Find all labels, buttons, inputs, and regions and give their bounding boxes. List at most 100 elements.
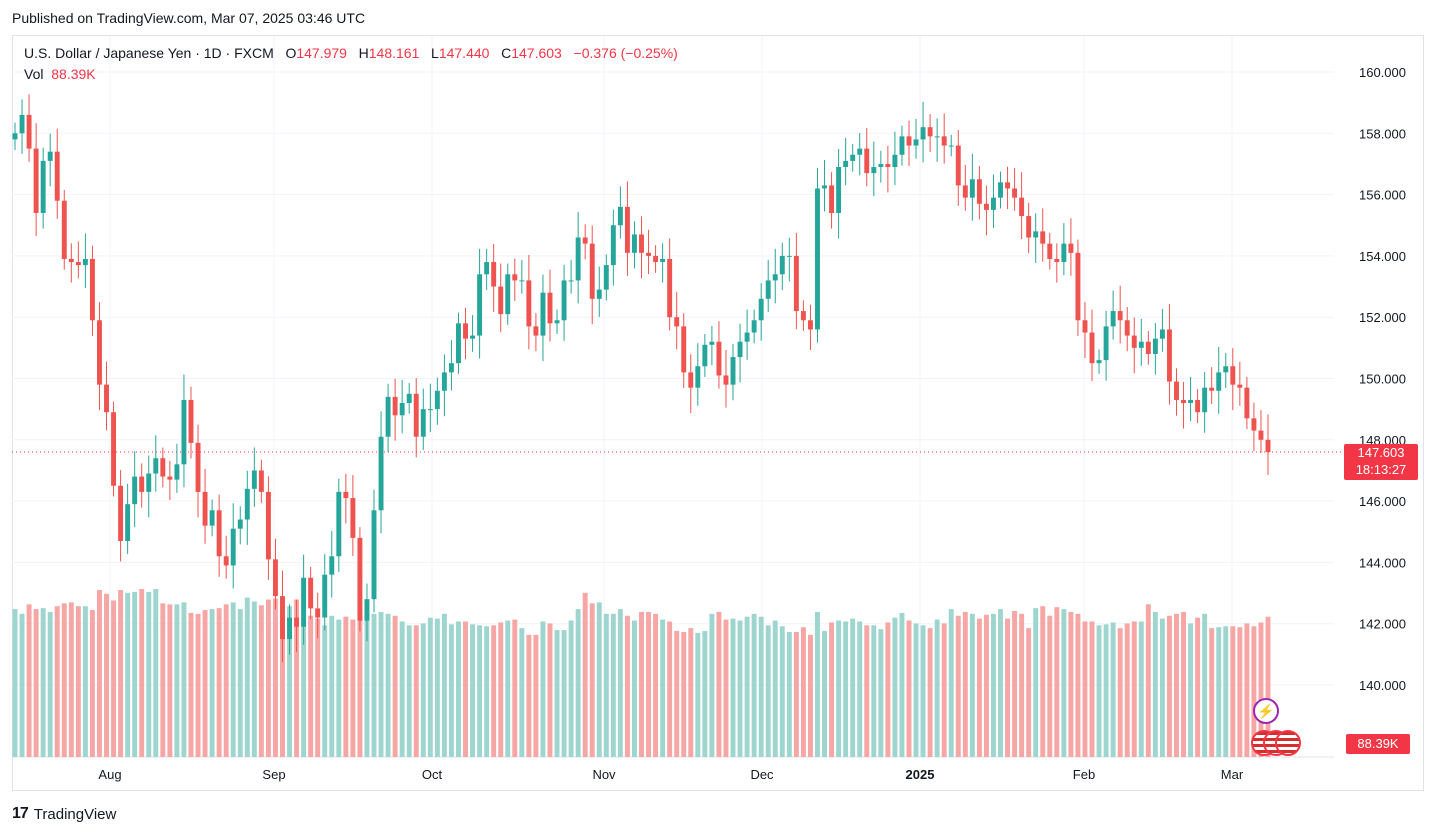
volume-bar [265, 599, 271, 757]
candle-body [1096, 360, 1102, 364]
volume-bar [533, 634, 539, 757]
y-tick-label: 152.000 [1359, 310, 1406, 325]
candle-body [878, 163, 884, 168]
volume-bar [188, 612, 194, 757]
candle-body [1237, 384, 1243, 388]
volume-bar [519, 628, 525, 757]
volume-bar [1005, 618, 1011, 757]
volume-bar [1103, 624, 1109, 757]
candle-body [153, 458, 159, 474]
volume-bar [758, 616, 764, 757]
volume-bar [54, 606, 60, 757]
volume-bar [33, 609, 39, 757]
volume-bar [287, 606, 292, 757]
candle-body [1005, 182, 1011, 189]
high-label: H [358, 45, 369, 61]
candle-body [1047, 243, 1053, 259]
candle-body [40, 160, 46, 213]
volume-bar [160, 603, 166, 757]
volume-bar [97, 590, 102, 757]
candle-body [1174, 381, 1179, 400]
y-tick-label: 156.000 [1359, 188, 1406, 203]
candle-body [885, 163, 891, 168]
candle-body [617, 206, 623, 226]
candle-body [899, 136, 905, 155]
candle-body [139, 476, 145, 492]
volume-bar [1054, 607, 1060, 757]
volume-bar [1110, 622, 1116, 757]
us-flag-icon[interactable] [1275, 730, 1301, 756]
volume-bar [716, 611, 722, 757]
volume-bar [596, 602, 602, 757]
candle-body [308, 577, 314, 609]
volume-bar [948, 609, 954, 757]
candle-body [1251, 418, 1257, 431]
candle-body [596, 289, 602, 299]
open-value: 147.979 [296, 45, 347, 61]
volume-bar [181, 602, 187, 757]
candle-body [1209, 387, 1215, 391]
candle-body [730, 357, 736, 385]
volume-bar [378, 611, 384, 757]
symbol-title: U.S. Dollar / Japanese Yen · 1D · FXCM [24, 45, 274, 61]
candle-body [575, 237, 581, 281]
candle-body [920, 127, 926, 140]
volume-bar [512, 619, 518, 757]
candle-body [209, 510, 215, 526]
candle-body [850, 154, 856, 161]
volume-bar [1138, 621, 1144, 757]
candle-body [1230, 366, 1236, 385]
volume-bar [1244, 623, 1250, 757]
volume-bar [484, 626, 490, 757]
candle-body [913, 139, 919, 146]
candle-body [420, 409, 426, 437]
candle-body [19, 114, 25, 134]
candle-body [272, 559, 278, 597]
volume-bar [815, 611, 820, 757]
y-tick-label: 140.000 [1359, 678, 1406, 693]
candle-body [392, 396, 398, 416]
volume-bar [822, 631, 827, 757]
volume-bar [695, 632, 701, 757]
volume-bar [68, 602, 74, 757]
candle-body [216, 510, 222, 557]
y-tick-label: 158.000 [1359, 126, 1406, 141]
volume-bar [111, 600, 117, 757]
candle-body [674, 317, 680, 327]
candle-body [1068, 243, 1074, 253]
candle-body [280, 596, 285, 640]
volume-bar [737, 620, 743, 757]
volume-bar [244, 597, 250, 757]
change-value: −0.376 (−0.25%) [573, 45, 678, 61]
volume-bar [498, 622, 504, 757]
volume-bar [829, 622, 835, 757]
candle-body [448, 363, 454, 373]
volume-bar [167, 604, 173, 757]
candle-body [765, 280, 771, 299]
candle-body [829, 185, 835, 213]
volume-bar [272, 598, 278, 757]
candle-body [1145, 341, 1151, 354]
volume-value: 88.39K [51, 66, 96, 82]
candle-body [223, 556, 229, 566]
volume-bar [1265, 616, 1271, 757]
volume-bar [589, 603, 595, 757]
candle-body [1166, 329, 1172, 382]
volume-bar [1131, 621, 1137, 757]
lightning-icon[interactable]: ⚡ [1253, 698, 1279, 724]
candle-body [646, 252, 652, 256]
candle-body [1061, 243, 1067, 263]
volume-bar [1216, 627, 1222, 757]
volume-bar [561, 630, 567, 757]
volume-bar [350, 619, 356, 757]
footer-brand[interactable]: 17 TradingView [12, 805, 116, 823]
volume-bar [899, 612, 905, 757]
candle-body [1188, 399, 1194, 404]
x-tick-label: 2025 [906, 767, 935, 782]
open-label: O [285, 45, 297, 61]
candle-body [265, 491, 271, 560]
chart-frame[interactable] [12, 35, 1424, 791]
candle-body [807, 320, 813, 330]
candle-body [174, 464, 180, 480]
